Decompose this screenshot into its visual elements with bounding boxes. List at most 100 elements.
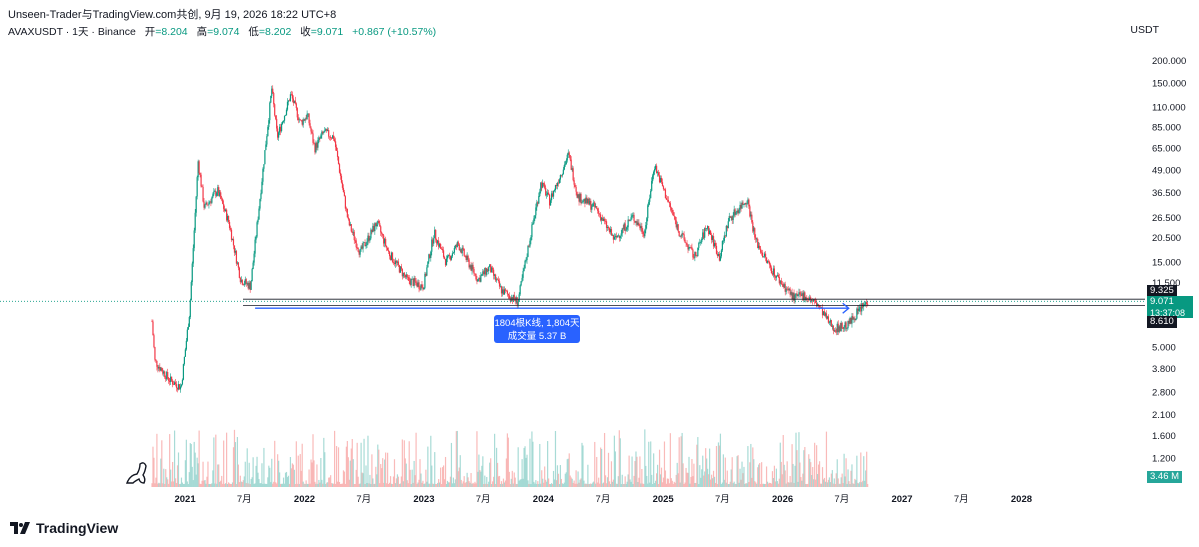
volume-bar [687, 472, 689, 487]
tradingview-mascot-icon [125, 462, 147, 484]
volume-bar [861, 482, 863, 487]
volume-bar [299, 454, 301, 487]
candle-body [619, 235, 621, 239]
candle-body [443, 257, 446, 259]
candle-body [689, 247, 691, 248]
horizontal-levels [0, 298, 1145, 314]
candle-body [739, 204, 741, 210]
candle-body [754, 228, 756, 238]
volume-bar [548, 483, 551, 487]
volume-bar [296, 483, 298, 487]
candle-body [787, 289, 789, 291]
candle-body [277, 128, 279, 138]
volume-bar [237, 464, 239, 487]
candle-body [341, 182, 344, 188]
volume-bar [520, 479, 522, 487]
candle-body [445, 258, 448, 266]
volume-bar [477, 471, 479, 487]
volume-bar [616, 483, 618, 487]
candle-body [631, 215, 633, 218]
candle-body [192, 248, 194, 264]
candle-body [618, 235, 620, 239]
candle-body [569, 155, 571, 160]
candle-body [746, 203, 748, 205]
candle-body [586, 197, 588, 204]
symbol-label[interactable]: AVAXUSDT · 1天 · Binance [8, 26, 136, 38]
candle-body [793, 292, 795, 301]
volume-bar [342, 470, 345, 487]
x-tick-label: 2022 [294, 494, 315, 505]
volume-bar [774, 481, 776, 487]
volume-bar [770, 483, 773, 487]
volume-bar [282, 477, 285, 487]
volume-bar [227, 482, 230, 487]
candle-body [499, 286, 502, 287]
candle-body [617, 235, 619, 237]
candle-body [167, 372, 169, 378]
candle-body [382, 233, 384, 236]
candle-body [355, 240, 357, 248]
candle-body [235, 251, 238, 264]
volume-bar [843, 453, 845, 487]
volume-bar [162, 483, 164, 487]
y-tick-label: 36.500 [1152, 188, 1181, 199]
candle-body [419, 288, 421, 290]
volume-bar [442, 465, 445, 487]
candle-body [411, 279, 413, 280]
currency-label[interactable]: USDT [1130, 24, 1159, 36]
candle-body [755, 237, 757, 240]
candle-body [254, 239, 256, 254]
candle-body [307, 113, 309, 115]
volume-bar [596, 456, 598, 487]
volume-bar [183, 483, 185, 487]
volume-bar [788, 482, 790, 487]
candle-body [621, 228, 623, 234]
candle-body [439, 244, 441, 247]
candle-body [308, 113, 310, 124]
candle-body [848, 320, 850, 324]
candle-body [269, 102, 271, 121]
candle-body [765, 257, 768, 263]
candle-body [172, 384, 175, 386]
volume-bar [218, 464, 220, 487]
candle-body [380, 226, 382, 233]
volume-bar [489, 462, 491, 487]
candle-body [335, 147, 338, 151]
candle-body [495, 274, 497, 281]
candle-body [378, 220, 380, 224]
volume-bar [853, 483, 855, 487]
candle-body [658, 175, 661, 183]
volume-bar [323, 437, 325, 487]
volume-bar [670, 478, 672, 487]
candle-body [363, 242, 365, 243]
candle-body [818, 306, 821, 308]
candle-body [692, 249, 694, 258]
volume-bar [598, 477, 600, 487]
candle-body [418, 282, 420, 289]
volume-bar [353, 483, 355, 487]
volume-bar [348, 479, 350, 487]
volume-bar [580, 478, 582, 487]
volume-bar [540, 483, 542, 487]
candle-body [337, 156, 340, 165]
volume-bar [522, 478, 524, 487]
volume-bar [662, 477, 665, 487]
volume-bar [782, 435, 784, 487]
candle-body [782, 284, 784, 288]
volume-bar [623, 483, 625, 487]
candle-body [644, 230, 646, 237]
volume-bar [768, 482, 771, 487]
volume-bar [828, 477, 830, 487]
volume-bar [221, 475, 223, 487]
volume-bar [548, 478, 550, 487]
volume-bar [690, 476, 692, 487]
candle-body [319, 137, 321, 139]
candle-body [271, 88, 273, 96]
volume-bar [665, 483, 668, 487]
volume-bar [865, 470, 867, 487]
volume-bar [862, 480, 864, 487]
candle-body [321, 131, 323, 136]
tradingview-logo[interactable]: TradingView [10, 520, 118, 536]
candle-body [867, 304, 869, 306]
